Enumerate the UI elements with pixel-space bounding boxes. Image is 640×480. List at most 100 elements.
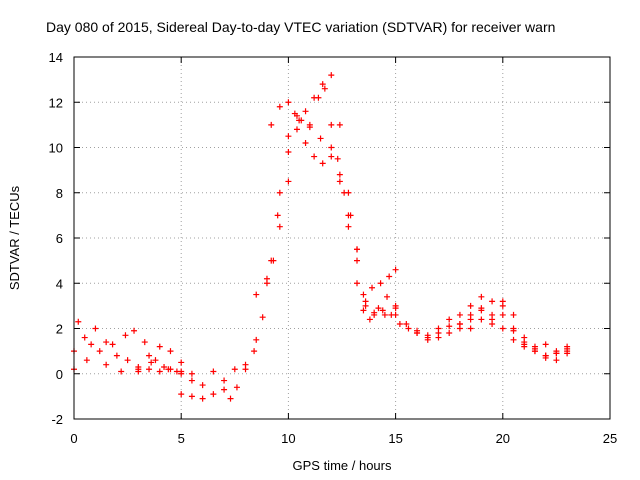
series-sat-e [178, 126, 399, 402]
data-point [156, 368, 163, 375]
data-point [499, 325, 506, 332]
data-point [285, 133, 292, 140]
data-point [131, 327, 138, 334]
data-point [467, 316, 474, 323]
data-point [122, 332, 129, 339]
data-point [146, 352, 153, 359]
data-point [510, 311, 517, 318]
data-point [328, 72, 335, 79]
data-point [103, 339, 110, 346]
data-point [334, 155, 341, 162]
data-point [167, 348, 174, 355]
data-point [317, 135, 324, 142]
data-point [165, 366, 172, 373]
data-point [156, 343, 163, 350]
data-point [499, 311, 506, 318]
series-sat-h [268, 72, 571, 361]
data-point [231, 366, 238, 373]
data-point [135, 368, 142, 375]
data-point [489, 298, 496, 305]
data-point [306, 121, 313, 128]
data-point [354, 257, 361, 264]
y-axis-label: SDTVAR / TECUs [7, 185, 22, 290]
data-point [302, 139, 309, 146]
data-point [521, 341, 528, 348]
x-axis-label: GPS time / hours [293, 458, 392, 473]
data-point [298, 117, 305, 124]
data-point [542, 352, 549, 359]
y-tick-label: 14 [49, 50, 63, 65]
data-point [354, 246, 361, 253]
data-point [328, 144, 335, 151]
data-point [328, 153, 335, 160]
data-point [414, 327, 421, 334]
data-point [386, 273, 393, 280]
data-point [405, 325, 412, 332]
data-point [270, 257, 277, 264]
data-point [392, 305, 399, 312]
series-sat-a [71, 325, 195, 384]
data-point [542, 341, 549, 348]
data-point [531, 348, 538, 355]
data-point [285, 99, 292, 106]
data-point [403, 320, 410, 327]
data-point [478, 307, 485, 314]
data-point [75, 318, 82, 325]
data-point [319, 160, 326, 167]
data-point [251, 348, 258, 355]
data-point [293, 112, 300, 119]
data-point [109, 341, 116, 348]
data-point [377, 280, 384, 287]
data-point [369, 284, 376, 291]
y-tick-label: 10 [49, 141, 63, 156]
data-point [347, 212, 354, 219]
y-tick-label: 8 [56, 186, 63, 201]
data-point [446, 316, 453, 323]
series-sat-j [414, 298, 571, 357]
data-point [285, 178, 292, 185]
series-sat-i [392, 293, 571, 359]
x-tick-label: 10 [281, 431, 295, 446]
data-point [392, 266, 399, 273]
data-point [88, 341, 95, 348]
data-point [336, 171, 343, 178]
x-axis-ticks: 0 5 10 15 20 25 [70, 57, 617, 446]
data-point [435, 330, 442, 337]
data-point [276, 223, 283, 230]
data-point [311, 153, 318, 160]
data-point [253, 336, 260, 343]
data-point [362, 302, 369, 309]
data-point [210, 391, 217, 398]
data-point [188, 370, 195, 377]
data-point [221, 386, 228, 393]
data-point [113, 352, 120, 359]
data-point [354, 280, 361, 287]
data-point [510, 336, 517, 343]
data-point [146, 366, 153, 373]
data-point [263, 275, 270, 282]
data-point [360, 307, 367, 314]
y-tick-label: 6 [56, 231, 63, 246]
x-tick-label: 15 [388, 431, 402, 446]
data-point [188, 377, 195, 384]
data-point [173, 368, 180, 375]
data-point [276, 103, 283, 110]
x-tick-label: 5 [178, 431, 185, 446]
data-points [71, 72, 571, 402]
data-point [83, 357, 90, 364]
data-point [456, 311, 463, 318]
data-point [293, 126, 300, 133]
data-point [467, 325, 474, 332]
data-point [253, 291, 260, 298]
data-point [103, 361, 110, 368]
data-point [384, 293, 391, 300]
data-point [178, 391, 185, 398]
data-point [499, 298, 506, 305]
data-point [478, 316, 485, 323]
data-point [456, 325, 463, 332]
data-point [360, 291, 367, 298]
data-point [521, 334, 528, 341]
data-point [227, 395, 234, 402]
data-point [379, 307, 386, 314]
